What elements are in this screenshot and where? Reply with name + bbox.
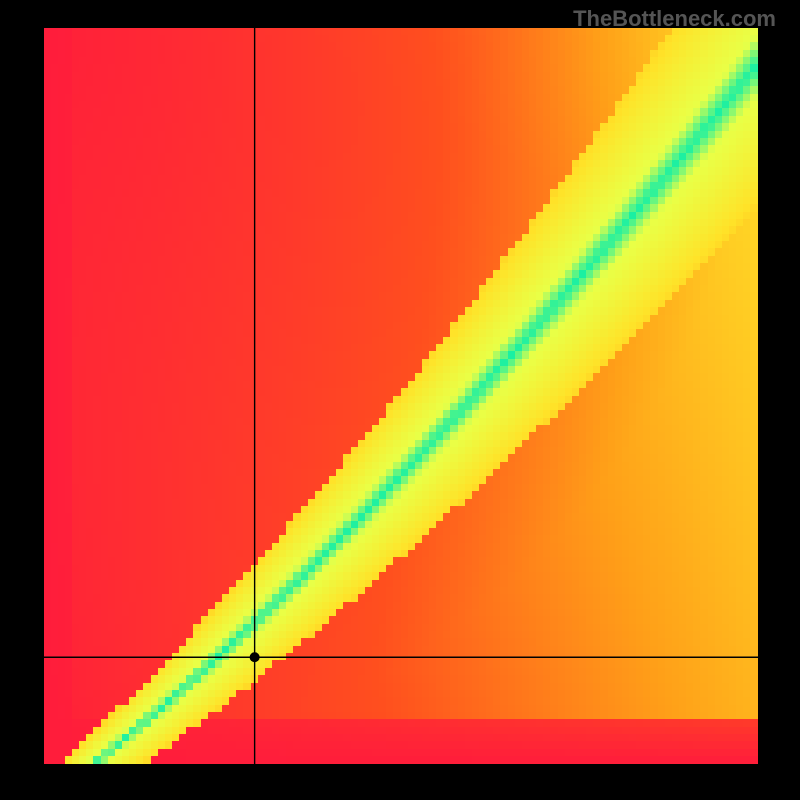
container: TheBottleneck.com: [0, 0, 800, 800]
bottleneck-heatmap: [44, 28, 758, 764]
watermark-text: TheBottleneck.com: [573, 6, 776, 32]
